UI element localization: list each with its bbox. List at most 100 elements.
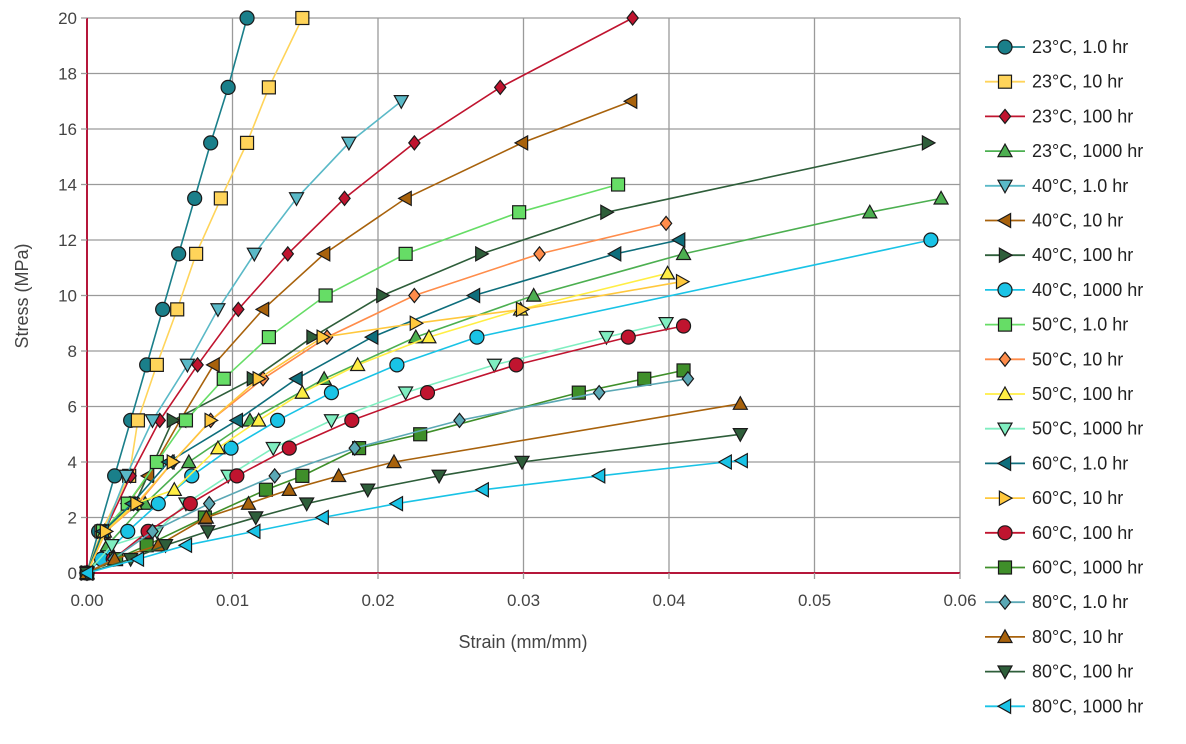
data-point [288, 370, 303, 387]
y-tick-label: 12 [58, 231, 77, 250]
x-tick-label: 0.00 [70, 591, 103, 610]
data-point [675, 245, 692, 261]
legend-item: 50°C, 1.0 hr [985, 315, 1128, 335]
data-point [205, 356, 220, 373]
data-point [130, 495, 145, 512]
data-point [120, 523, 136, 539]
legend-marker [998, 490, 1014, 507]
data-point [315, 245, 331, 262]
data-point [129, 551, 145, 568]
data-point [318, 288, 333, 303]
legend-item: 80°C, 100 hr [985, 662, 1133, 682]
data-point [223, 440, 239, 456]
data-point [204, 412, 219, 429]
data-point [99, 523, 115, 540]
legend: 23°C, 1.0 hr 23°C, 10 hr 23°C, 100 hr 23°C,… [985, 37, 1143, 716]
data-point [626, 10, 639, 26]
legend-marker [996, 212, 1012, 229]
legend-item: 40°C, 1000 hr [985, 280, 1143, 300]
data-point [252, 370, 267, 387]
data-point [187, 190, 203, 206]
series-5 [78, 95, 410, 582]
data-point [469, 329, 485, 345]
series-line [86, 100, 402, 574]
data-point [231, 301, 245, 318]
data-point [261, 80, 276, 95]
legend-label: 40°C, 10 hr [1032, 211, 1123, 231]
data-point [295, 10, 310, 26]
series-group [78, 10, 950, 582]
legend-item: 60°C, 1.0 hr [985, 453, 1128, 473]
legend-marker [997, 282, 1013, 298]
series-line [86, 183, 619, 574]
data-point [675, 273, 691, 290]
series-20 [78, 452, 748, 582]
data-point [189, 246, 204, 261]
data-point [281, 440, 297, 456]
series-19 [78, 428, 749, 582]
data-point [209, 439, 226, 455]
data-point [246, 247, 263, 263]
series-line [86, 325, 684, 574]
legend-item: 40°C, 10 hr [985, 211, 1123, 231]
data-point [525, 287, 542, 302]
data-point [171, 246, 187, 262]
legend-marker [996, 628, 1014, 644]
data-point [157, 539, 174, 554]
y-axis-title: Stress (MPa) [12, 243, 32, 348]
data-point [166, 412, 182, 429]
legend-item: 23°C, 100 hr [985, 106, 1133, 126]
data-point [179, 358, 196, 374]
data-point [340, 136, 357, 152]
data-point [246, 523, 261, 540]
series-9 [79, 177, 626, 581]
data-point [431, 469, 448, 485]
y-tick-label: 8 [68, 342, 77, 361]
series-line [86, 280, 683, 574]
y-tick-label: 4 [68, 453, 77, 472]
data-point [592, 384, 606, 401]
series-line [86, 100, 632, 574]
data-point [209, 303, 226, 318]
data-point [393, 95, 410, 110]
legend-marker [996, 455, 1012, 472]
data-point [247, 511, 264, 526]
data-point [314, 509, 329, 526]
data-point [228, 412, 244, 429]
legend-marker [996, 142, 1014, 158]
data-point [398, 246, 413, 261]
data-point [103, 539, 120, 554]
data-point [344, 412, 360, 428]
data-point [600, 204, 615, 221]
data-point [178, 413, 194, 428]
data-point [166, 481, 183, 496]
legend-item: 23°C, 1000 hr [985, 141, 1143, 161]
data-point [146, 523, 159, 540]
data-point [216, 371, 231, 386]
data-point [166, 453, 182, 471]
data-point [177, 537, 193, 554]
data-point [513, 134, 529, 151]
data-point [409, 315, 425, 332]
legend-label: 40°C, 1000 hr [1032, 280, 1143, 300]
data-point [933, 190, 950, 205]
legend-label: 40°C, 1.0 hr [1032, 176, 1128, 196]
series-line [86, 239, 680, 574]
data-point [359, 483, 376, 498]
legend-label: 50°C, 1.0 hr [1032, 315, 1128, 335]
data-point [330, 467, 347, 483]
data-point [658, 317, 675, 332]
y-axis-ticks: 0 2 4 6 8 10 12 14 16 18 20 [58, 9, 87, 583]
data-point [281, 245, 295, 262]
x-tick-label: 0.01 [216, 591, 249, 610]
y-tick-label: 16 [58, 120, 77, 139]
data-point [675, 318, 692, 334]
y-tick-label: 0 [68, 564, 77, 583]
legend-label: 60°C, 100 hr [1032, 523, 1133, 543]
data-point [385, 453, 403, 469]
data-point [717, 453, 732, 471]
data-point [316, 370, 333, 385]
data-point [861, 204, 878, 219]
data-point [182, 496, 198, 512]
legend-label: 50°C, 10 hr [1032, 349, 1123, 369]
